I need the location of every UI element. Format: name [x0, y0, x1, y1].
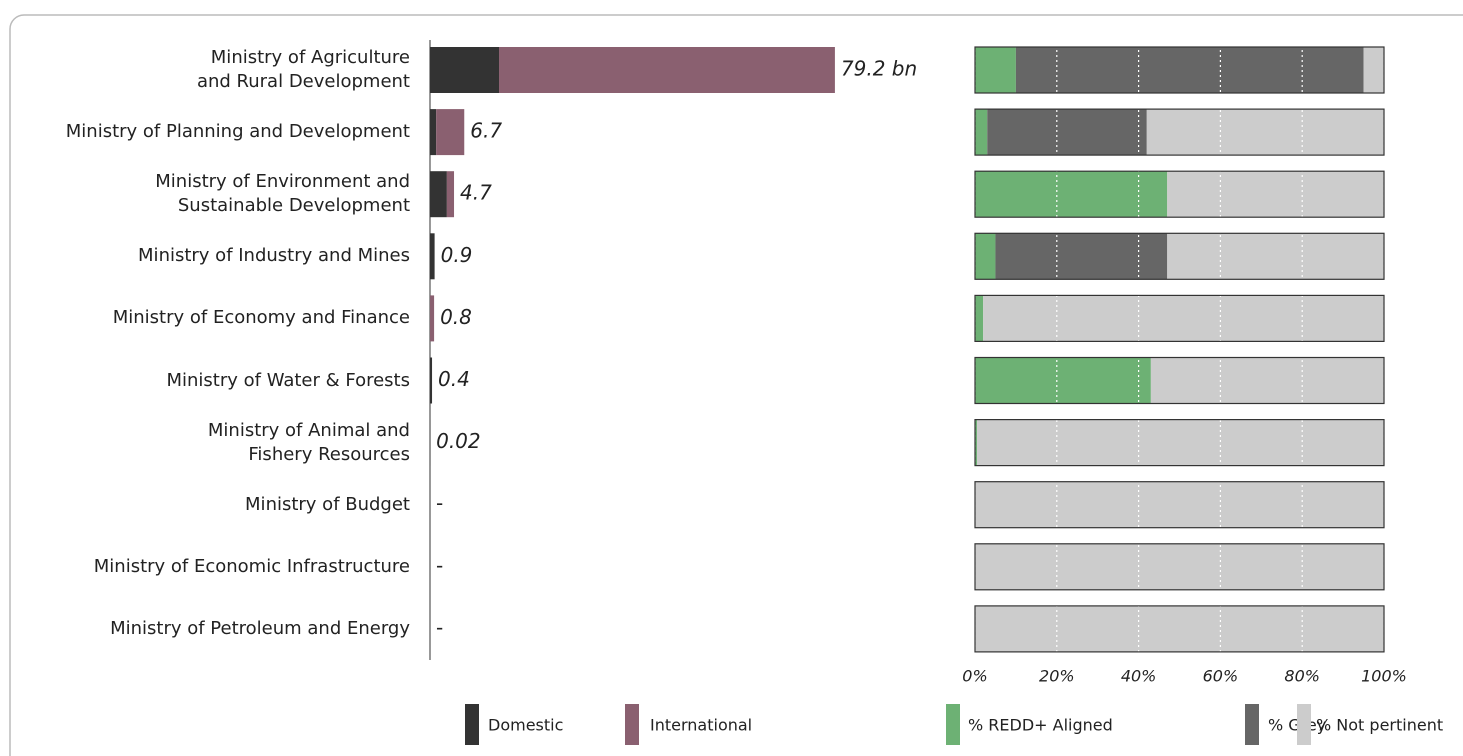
bar-segment: [430, 171, 447, 218]
legend-swatch: [1297, 704, 1311, 745]
value-label: -: [436, 553, 443, 577]
legend-label: Domestic: [488, 716, 563, 735]
category-label: Ministry of Planning and Development: [65, 121, 410, 143]
category-label: Ministry of Animal and Fishery Resources: [207, 419, 410, 465]
bar-segment: [430, 295, 435, 342]
bar-segment: [436, 109, 465, 156]
bar-segment: [1015, 47, 1364, 93]
bar-segment: [975, 543, 1384, 590]
category-label: Ministry of Economy and Finance: [112, 307, 410, 329]
bar-outline: [974, 108, 1385, 156]
category-label: Ministry of Petroleum and Energy: [110, 617, 410, 639]
bar-segment: [983, 295, 1384, 342]
x-tick-label: 0%: [962, 667, 987, 686]
bar-segment: [975, 481, 1384, 528]
value-label: 0.02: [436, 429, 481, 453]
x-tick-label: 80%: [1284, 667, 1320, 686]
bar-segment: [975, 233, 996, 280]
value-label: 4.7: [460, 181, 492, 205]
legend-swatch: [625, 704, 639, 745]
bar-outline: [974, 232, 1385, 280]
bar-segment: [1150, 357, 1384, 404]
bar-segment: [430, 109, 437, 156]
legend-swatch: [1245, 704, 1259, 745]
bar-outline: [974, 543, 1385, 591]
bar-outline: [974, 46, 1385, 94]
bar-segment: [430, 357, 433, 404]
bar-outline: [974, 419, 1385, 467]
bar-segment: [975, 295, 984, 342]
category-label: Ministry of Environment and Sustainable …: [155, 171, 410, 217]
legend-label: % Not pertinent: [1316, 716, 1443, 735]
bar-segment: [995, 233, 1168, 280]
bar-segment: [1167, 171, 1384, 218]
bar-segment: [975, 419, 978, 466]
bar-segment: [1146, 109, 1384, 156]
value-label: 0.8: [440, 305, 472, 329]
value-label: 6.7: [470, 119, 502, 143]
bar-outline: [974, 481, 1385, 529]
bar-segment: [430, 47, 500, 93]
legend-swatch: [465, 704, 479, 745]
x-tick-label: 40%: [1121, 667, 1157, 686]
bar-segment: [975, 47, 1016, 93]
bar-segment: [1167, 233, 1384, 280]
legend-label: % REDD+ Aligned: [968, 716, 1113, 735]
legend-swatch: [946, 704, 960, 745]
bar-outline: [974, 356, 1385, 405]
bar-outline: [974, 170, 1385, 218]
bar-segment: [975, 357, 1151, 404]
category-label: Ministry of Budget: [245, 493, 410, 515]
panel-border: [9, 14, 1463, 756]
category-label: Ministry of Economic Infrastructure: [93, 555, 410, 577]
legend-label: International: [650, 716, 752, 735]
bar-segment: [975, 171, 1168, 218]
bar-segment: [975, 605, 1384, 652]
x-tick-label: 60%: [1203, 667, 1239, 686]
value-label: 79.2 bn: [841, 57, 917, 81]
bar-outline: [974, 605, 1385, 653]
category-label: Ministry of Water & Forests: [166, 369, 410, 391]
category-label: Ministry of Industry and Mines: [138, 245, 410, 267]
value-label: 0.4: [438, 367, 470, 391]
bar-segment: [446, 171, 455, 218]
bar-segment: [1363, 47, 1384, 93]
bar-segment: [975, 109, 988, 156]
bar-segment: [499, 47, 835, 93]
bar-segment: [430, 233, 435, 280]
bar-outline: [974, 294, 1385, 342]
value-label: -: [436, 491, 443, 515]
value-label: -: [436, 615, 443, 639]
x-tick-label: 20%: [1039, 667, 1075, 686]
value-label: 0.9: [441, 243, 473, 267]
bar-segment: [977, 419, 1384, 466]
x-tick-label: 100%: [1361, 667, 1407, 686]
category-label: Ministry of Agriculture and Rural Develo…: [196, 47, 410, 92]
bar-segment: [987, 109, 1147, 156]
